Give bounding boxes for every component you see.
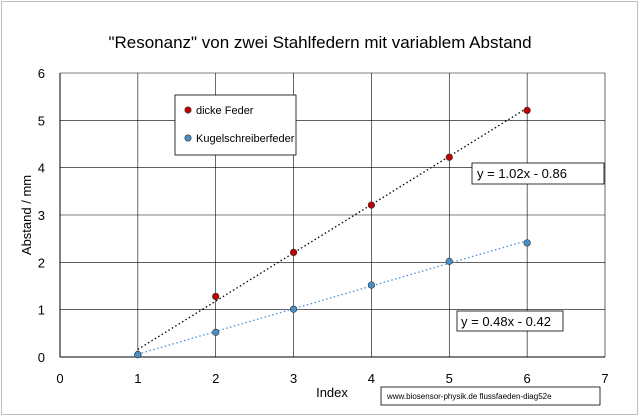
data-point <box>523 239 531 247</box>
legend-box <box>174 94 297 156</box>
y-tick-label: 6 <box>38 66 45 81</box>
chart-title: "Resonanz" von zwei Stahlfedern mit vari… <box>108 33 531 52</box>
y-tick-label: 4 <box>38 161 45 176</box>
data-point <box>134 351 142 359</box>
data-point <box>367 281 376 289</box>
trendline-label-kugelschreiberfeder: y = 0.48x - 0.42 <box>456 310 564 332</box>
grid <box>59 72 606 358</box>
x-tick-label: 6 <box>524 371 531 386</box>
x-axis-title: Index <box>316 385 348 400</box>
data-point <box>445 153 453 161</box>
y-tick-label: 1 <box>38 303 45 318</box>
data-point <box>212 328 220 336</box>
data-point <box>212 292 220 301</box>
y-tick-label: 5 <box>38 113 45 128</box>
x-tick-label: 0 <box>56 371 63 386</box>
y-tick-label: 0 <box>38 350 45 365</box>
trendline-equation: y = 0.48x - 0.42 <box>461 314 551 329</box>
x-tick-labels: 0 1 2 3 4 5 6 7 <box>56 371 608 386</box>
trendline-label-dicke-feder: y = 1.02x - 0.86 <box>471 162 605 185</box>
x-tick-label: 2 <box>212 371 219 386</box>
data-points <box>134 106 531 359</box>
trendline <box>137 239 528 355</box>
legend-label-dicke-feder: dicke Feder <box>196 105 254 117</box>
trendline-equation: y = 1.02x - 0.86 <box>477 166 567 181</box>
data-point <box>367 201 376 209</box>
y-axis-title: Abstand / mm <box>19 175 34 255</box>
legend-marker-kugelschreiberfeder <box>184 134 192 142</box>
credit-text: www.biosensor-physik.de flussfaeden-diag… <box>386 392 552 401</box>
legend: dicke Feder Kugelschreiberfeder <box>174 94 297 156</box>
trendline-label-box <box>471 162 605 185</box>
legend-marker-dicke-feder <box>184 106 192 114</box>
legend-label-kugelschreiberfeder: Kugelschreiberfeder <box>196 133 295 145</box>
credit: www.biosensor-physik.de flussfaeden-diag… <box>380 386 601 406</box>
x-tick-label: 7 <box>601 371 608 386</box>
x-tick-label: 4 <box>368 371 375 386</box>
y-tick-labels: 0 1 2 3 4 5 6 <box>38 66 45 365</box>
credit-box <box>380 386 601 406</box>
trendline-label-box <box>456 310 564 332</box>
x-tick-label: 1 <box>134 371 141 386</box>
data-point <box>523 106 531 114</box>
y-tick-label: 3 <box>38 208 45 223</box>
data-point <box>289 305 298 313</box>
x-tick-label: 5 <box>446 371 453 386</box>
trendline <box>137 107 528 350</box>
x-tick-label: 3 <box>290 371 297 386</box>
data-point <box>445 257 453 265</box>
trendlines <box>137 107 528 355</box>
data-point <box>289 248 298 256</box>
y-tick-label: 2 <box>38 255 45 270</box>
